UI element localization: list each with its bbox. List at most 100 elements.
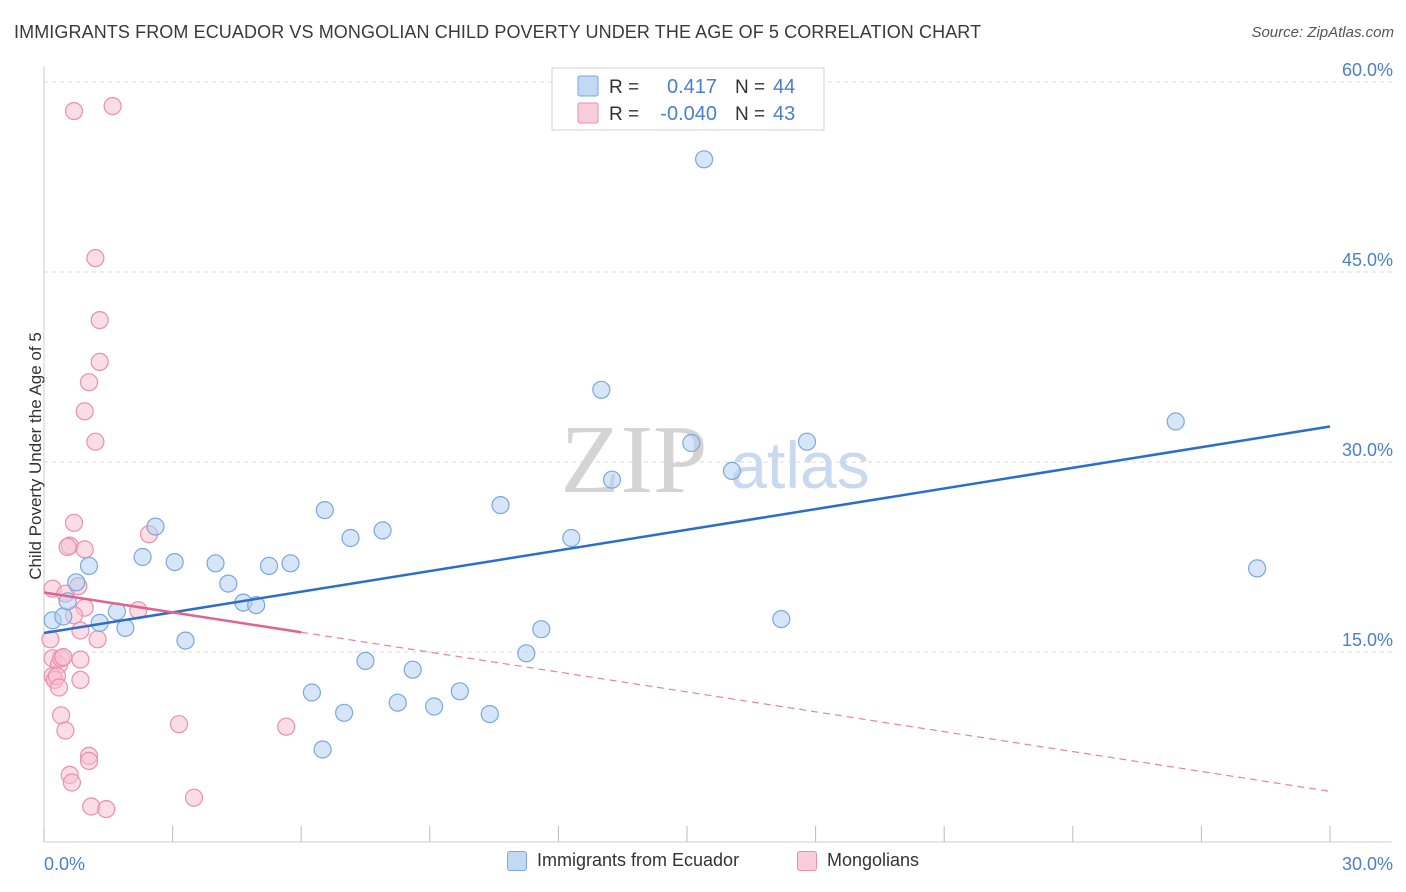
ecuador-point [517, 644, 536, 663]
ecuador-point [315, 501, 334, 520]
mongolians-point [71, 670, 90, 690]
stats-n-label: N = [735, 104, 765, 125]
trend-line-mongolians [43, 591, 302, 634]
ecuador-point [722, 461, 742, 480]
ecuador-point [491, 496, 510, 515]
mongolians-point [62, 773, 82, 792]
ecuador-point [602, 470, 622, 489]
mongolians-point [82, 797, 101, 816]
axes [43, 66, 1392, 843]
ecuador-point [133, 547, 152, 567]
series-legend: Immigrants from Ecuador Mongolians [0, 850, 1406, 880]
ecuador-point [532, 620, 551, 639]
trend-line-ecuador [43, 425, 1331, 635]
stats-swatch-blue [577, 75, 599, 97]
ecuador-point [797, 432, 817, 451]
legend-swatch-blue [507, 850, 527, 871]
stats-r-value: 0.417 [667, 76, 717, 98]
ecuador-point [341, 528, 360, 548]
mongolians-point [103, 96, 122, 116]
x-tick-label-min: 0.0% [44, 854, 85, 874]
tick-labels: 15.0% 30.0% 45.0% 60.0% 0.0% 30.0% [44, 60, 1393, 874]
ecuador-point [54, 607, 73, 626]
mongolians-point [277, 717, 296, 736]
ecuador-point [67, 573, 86, 592]
ecuador-point [313, 740, 332, 759]
y-tick-label: 45.0% [1342, 250, 1393, 270]
chart-title: IMMIGRANTS FROM ECUADOR VS MONGOLIAN CHI… [14, 22, 982, 42]
series-mongolians [41, 96, 296, 819]
mongolians-point [58, 537, 77, 557]
grid-lines [44, 81, 1392, 653]
mongolians-point [75, 540, 94, 559]
stats-r-label: R = [609, 77, 639, 98]
ecuador-point [772, 609, 791, 629]
stats-r-label: R = [609, 104, 639, 125]
mongolians-point [64, 101, 84, 121]
ecuador-point [302, 683, 321, 702]
mongolians-point [51, 706, 71, 725]
source-label: Source: ZipAtlas.com [1251, 24, 1394, 41]
mongolians-point [169, 715, 189, 734]
ecuador-point [373, 521, 392, 540]
mongolians-point [90, 352, 109, 371]
mongolians-point [88, 630, 107, 649]
mongolians-point [71, 650, 90, 669]
mongolians-point [56, 721, 75, 740]
ecuador-point [165, 552, 184, 572]
trend-line-mongolians-dashed [301, 631, 1331, 792]
mongolians-point [79, 751, 99, 771]
mongolians-point [97, 799, 116, 819]
legend-swatch-pink [797, 850, 817, 871]
trend-lines [43, 425, 1331, 792]
y-axis-label: Child Poverty Under the Age of 5 [26, 332, 45, 580]
mongolians-point [86, 432, 105, 451]
legend-label-ecuador: Immigrants from Ecuador [537, 850, 740, 870]
y-tick-label: 15.0% [1342, 630, 1393, 650]
ecuador-point [682, 433, 701, 453]
ecuador-point [259, 556, 279, 576]
ecuador-point [281, 554, 300, 573]
stats-swatch-pink [577, 102, 599, 124]
ecuador-point [79, 556, 99, 576]
ecuador-point [425, 697, 444, 716]
mongolians-point [79, 373, 99, 392]
ecuador-point [176, 631, 195, 650]
ecuador-point [146, 517, 165, 536]
x-tick-label-max: 30.0% [1342, 854, 1393, 874]
mongolians-point [75, 402, 94, 421]
mongolians-point [54, 647, 73, 667]
ecuador-point [592, 380, 611, 399]
ecuador-point [335, 703, 354, 722]
mongolians-point [184, 788, 204, 807]
stats-legend: R = 0.417 N = 44 R = -0.040 N = 43 [551, 67, 825, 131]
ecuador-point [388, 693, 407, 712]
legend-item-ecuador: Immigrants from Ecuador [507, 850, 739, 871]
mongolians-point [86, 249, 105, 268]
ecuador-point [450, 682, 469, 701]
legend-label-mongolians: Mongolians [827, 850, 920, 870]
ecuador-point [562, 528, 581, 548]
legend-item-mongolians: Mongolians [797, 850, 919, 871]
stats-n-value: 44 [773, 76, 795, 98]
ecuador-point [1166, 412, 1185, 431]
mongolians-point [49, 678, 69, 697]
mongolians-point [71, 621, 90, 640]
ecuador-point [694, 150, 714, 169]
ecuador-point [1247, 559, 1267, 578]
stats-n-label: N = [735, 77, 765, 98]
mongolians-point [64, 513, 84, 532]
watermark: ZIP atlas [561, 406, 870, 514]
y-tick-label: 60.0% [1342, 60, 1393, 80]
y-tick-label: 30.0% [1342, 440, 1393, 460]
ecuador-point [480, 704, 499, 724]
stats-n-value: 43 [773, 103, 795, 125]
mongolians-point [90, 311, 109, 330]
ecuador-point [206, 554, 225, 573]
ecuador-point [403, 660, 422, 679]
watermark-zip: ZIP [561, 406, 708, 514]
stats-r-value: -0.040 [660, 103, 717, 125]
ecuador-point [219, 574, 238, 593]
ecuador-point [356, 651, 375, 671]
